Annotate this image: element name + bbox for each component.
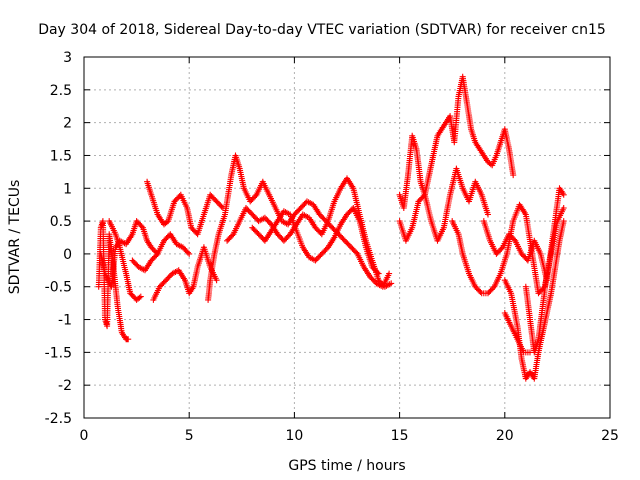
series-arc-7 xyxy=(205,152,393,303)
y-axis-label: SDTVAR / TECUs xyxy=(7,180,23,295)
series-arc-10 xyxy=(396,73,517,211)
y-tick-label: -0.5 xyxy=(45,280,72,296)
y-tick-label: -2 xyxy=(58,378,72,394)
series-arc-3 xyxy=(106,218,144,303)
series-arc-6 xyxy=(150,244,220,303)
series-arc-4 xyxy=(144,178,226,238)
series-arc-9 xyxy=(249,205,382,277)
x-tick-label: 0 xyxy=(80,428,89,444)
series-arc-11 xyxy=(396,165,491,244)
y-axis-tick-labels: -2.5 -2 -1.5 -1 -0.5 0 0.5 1 1.5 2 2.5 3 xyxy=(45,50,72,427)
series-arc-2 xyxy=(97,218,161,290)
y-tick-label: 2.5 xyxy=(50,83,72,99)
x-tick-label: 25 xyxy=(601,428,619,444)
x-tick-label: 20 xyxy=(496,428,514,444)
y-tick-label: 2 xyxy=(63,116,72,132)
x-tick-label: 5 xyxy=(185,428,194,444)
x-tick-label: 15 xyxy=(391,428,409,444)
series-arc-15 xyxy=(522,270,550,356)
y-tick-label: -1.5 xyxy=(45,345,72,361)
chart-title: Day 304 of 2018, Sidereal Day-to-day VTE… xyxy=(38,22,606,38)
y-tick-label: -2.5 xyxy=(45,411,72,427)
y-tick-label: 3 xyxy=(63,50,72,66)
x-tick-label: 10 xyxy=(285,428,303,444)
y-tick-label: -1 xyxy=(58,313,72,329)
x-axis-tick-labels: 0 5 10 15 20 25 xyxy=(80,428,619,444)
series-arc-13 xyxy=(480,185,567,284)
y-tick-label: 0 xyxy=(63,247,72,263)
data-points xyxy=(95,73,567,382)
y-tick-label: 1 xyxy=(63,181,72,197)
series-arc-5 xyxy=(129,231,193,274)
y-tick-label: 0.5 xyxy=(50,214,72,230)
plot-frame xyxy=(83,56,611,419)
series-arc-16 xyxy=(501,310,533,356)
x-axis-label: GPS time / hours xyxy=(288,458,405,474)
y-tick-label: 1.5 xyxy=(50,148,72,164)
axis-ticks xyxy=(83,56,611,419)
